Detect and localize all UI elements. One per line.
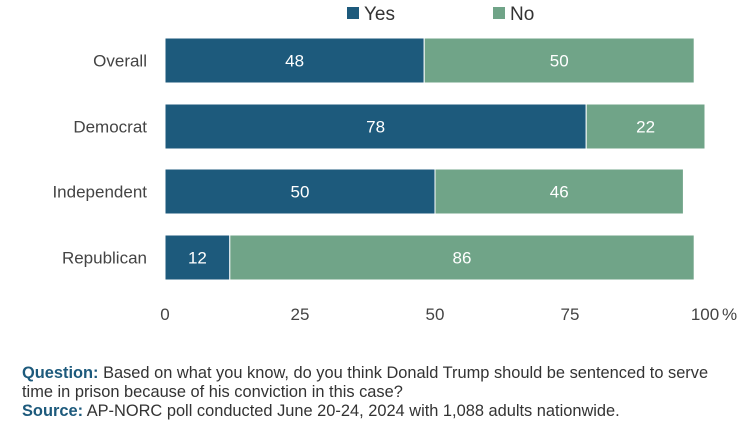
legend-swatch-yes — [347, 7, 359, 19]
x-unit-label: % — [722, 305, 737, 324]
source-label: Source: — [22, 402, 84, 420]
data-label-yes: 50 — [291, 183, 310, 202]
source-note: Source: AP-NORC poll conducted June 20-2… — [22, 402, 738, 421]
data-label-no: 50 — [550, 52, 569, 71]
source-text: AP-NORC poll conducted June 20-24, 2024 … — [86, 402, 620, 420]
question-note: Question: Based on what you know, do you… — [22, 364, 738, 402]
category-label: Independent — [52, 183, 147, 202]
data-label-yes: 48 — [285, 52, 304, 71]
bar-yes — [164, 168, 436, 215]
x-tick-label: 75 — [561, 305, 580, 324]
data-label-no: 22 — [636, 118, 655, 137]
legend-swatch-no — [493, 7, 505, 19]
bar-yes — [164, 234, 231, 281]
x-tick-label: 0 — [160, 305, 169, 324]
category-label: Overall — [93, 52, 147, 71]
chart-notes: Question: Based on what you know, do you… — [22, 364, 738, 421]
data-label-yes: 12 — [188, 249, 207, 268]
category-label: Democrat — [73, 118, 147, 137]
bar-yes — [164, 37, 425, 84]
bar-yes — [164, 103, 587, 150]
x-tick-label: 25 — [291, 305, 310, 324]
data-label-no: 46 — [550, 183, 569, 202]
legend-label-no: No — [510, 4, 534, 25]
x-tick-label: 100 — [691, 305, 719, 324]
bar-no — [434, 168, 684, 215]
legend-label-yes: Yes — [364, 4, 395, 25]
question-text: Based on what you know, do you think Don… — [22, 364, 709, 401]
bar-no — [423, 37, 695, 84]
chart: Yes No Overall 48 50 Democrat 78 22 Independent 5… — [52, 4, 737, 324]
x-tick-label: 50 — [426, 305, 445, 324]
question-label: Question: — [22, 364, 99, 382]
bar-no — [229, 234, 695, 281]
category-label: Republican — [62, 249, 147, 268]
data-label-yes: 78 — [366, 118, 385, 137]
data-label-no: 86 — [453, 249, 472, 268]
bar-no — [585, 103, 706, 150]
